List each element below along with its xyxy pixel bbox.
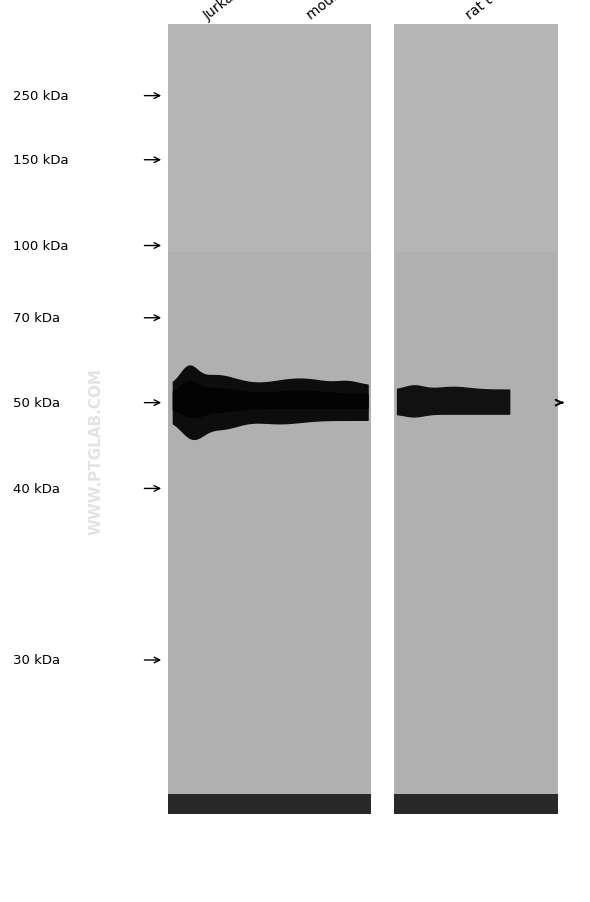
Bar bbox=[168, 25, 371, 814]
Bar bbox=[394, 794, 558, 814]
Bar bbox=[394, 25, 558, 253]
Bar bbox=[394, 25, 558, 814]
Bar bbox=[168, 25, 371, 253]
Text: Jurkat: Jurkat bbox=[201, 0, 241, 23]
Text: mouse testis: mouse testis bbox=[304, 0, 382, 23]
Text: rat testis: rat testis bbox=[463, 0, 521, 23]
Text: 100 kDa: 100 kDa bbox=[13, 240, 68, 253]
Text: 30 kDa: 30 kDa bbox=[13, 654, 60, 667]
Text: 70 kDa: 70 kDa bbox=[13, 312, 60, 325]
Text: 40 kDa: 40 kDa bbox=[13, 483, 60, 495]
Text: 150 kDa: 150 kDa bbox=[13, 154, 68, 167]
Bar bbox=[168, 794, 371, 814]
Text: WWW.PTGLAB.COM: WWW.PTGLAB.COM bbox=[88, 368, 103, 534]
Text: 250 kDa: 250 kDa bbox=[13, 90, 68, 103]
Text: 50 kDa: 50 kDa bbox=[13, 397, 60, 410]
